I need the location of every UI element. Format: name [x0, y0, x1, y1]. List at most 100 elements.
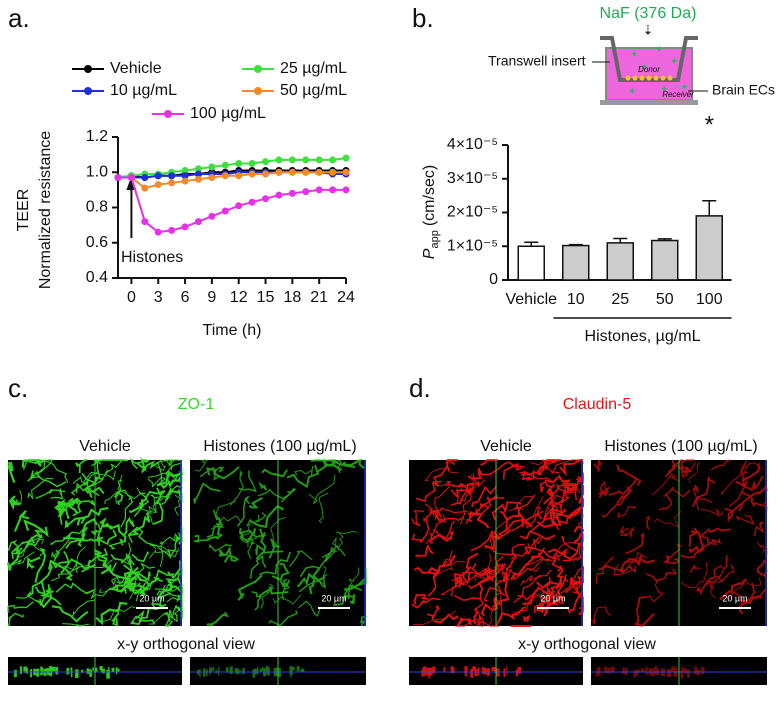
x-tick-label: 50: [656, 291, 674, 308]
fiber: [116, 562, 155, 583]
fiber: [461, 570, 471, 585]
data-point: [154, 181, 162, 189]
data-point: [141, 174, 149, 182]
fiber: [413, 566, 440, 579]
fiber: [129, 457, 147, 470]
fiber: [521, 470, 535, 482]
fiber: [484, 533, 501, 550]
signal: [95, 667, 98, 673]
data-point: [114, 174, 122, 182]
x-tick-label: 12: [230, 289, 248, 306]
fiber: [658, 492, 673, 511]
fiber: [549, 504, 584, 518]
fiber: [54, 498, 66, 518]
fiber: [549, 484, 566, 504]
signal: [426, 668, 431, 673]
fiber: [543, 483, 556, 505]
fiber: [26, 556, 41, 570]
fiber: [206, 611, 230, 627]
fiber: [51, 605, 89, 623]
fiber: [613, 561, 633, 576]
series-line: [117, 157, 347, 179]
fiber: [34, 547, 47, 583]
data-point: [181, 223, 189, 231]
x-tick-label: 9: [207, 289, 216, 306]
fiber: [509, 543, 525, 569]
fiber: [35, 489, 66, 499]
fiber: [619, 551, 648, 571]
fiber: [467, 467, 483, 480]
y-axis-label: TEER: [15, 189, 32, 232]
x-tick-label: 15: [257, 289, 275, 306]
fiber: [700, 527, 731, 537]
fiber: [491, 501, 522, 520]
fiber: [176, 532, 183, 545]
fiber: [691, 476, 716, 508]
fiber: [680, 562, 708, 589]
fiber: [34, 581, 47, 596]
fiber: [473, 553, 492, 581]
data-point: [154, 172, 162, 180]
y-label-unit: (cm/sec): [421, 165, 438, 226]
signal: [497, 669, 499, 676]
signal: [92, 667, 94, 671]
signal: [432, 666, 436, 674]
fiber: [471, 485, 498, 508]
fiber: [255, 512, 267, 523]
signal: [50, 668, 53, 672]
fiber: [163, 611, 173, 627]
fiber: [706, 554, 728, 583]
stain-label: ZO-1: [178, 396, 215, 413]
data-point: [221, 161, 229, 169]
fiber: [55, 582, 96, 595]
fiber: [111, 612, 120, 627]
signal: [23, 666, 28, 672]
fiber: [520, 575, 542, 586]
fiber: [260, 583, 274, 610]
fiber: [62, 623, 90, 627]
signal: [482, 667, 486, 675]
signal: [634, 669, 638, 676]
diagram-label: Receiver: [662, 90, 694, 99]
fiber: [759, 498, 768, 512]
fiber: [720, 464, 747, 495]
data-point: [288, 168, 296, 176]
y-tick-label: 0: [489, 271, 498, 288]
data-point: [141, 218, 149, 226]
fiber: [533, 592, 549, 614]
fiber: [168, 459, 181, 470]
fiber: [98, 529, 118, 546]
fiber: [13, 509, 30, 532]
fiber: [466, 508, 479, 523]
data-point: [208, 212, 216, 220]
fiber: [11, 533, 43, 560]
tracer-dot: ✦: [628, 87, 636, 98]
fiber: [206, 509, 224, 538]
bar: [517, 245, 545, 281]
legend-marker: [84, 65, 92, 73]
fiber: [272, 594, 302, 605]
fiber: [528, 557, 553, 571]
group-label: Histones, µg/mL: [585, 328, 701, 345]
scale-label: 20 µm: [540, 593, 565, 603]
data-point: [315, 186, 323, 194]
fiber: [692, 484, 699, 497]
data-point: [275, 191, 283, 199]
fiber: [63, 526, 89, 541]
fiber: [128, 512, 151, 537]
data-point: [127, 174, 135, 182]
fiber: [208, 543, 232, 552]
fiber: [680, 459, 695, 475]
x-tick-label: 3: [154, 289, 163, 306]
diagram-arrow: ⇣: [643, 22, 654, 37]
fiber: [332, 536, 343, 549]
fiber: [439, 560, 466, 574]
signal: [682, 668, 685, 673]
signal: [203, 668, 206, 677]
signal: [503, 668, 506, 677]
x-tick-label: 18: [283, 289, 301, 306]
fiber: [223, 550, 240, 563]
data-point: [181, 172, 189, 180]
fiber: [322, 459, 342, 474]
fiber: [8, 495, 22, 511]
